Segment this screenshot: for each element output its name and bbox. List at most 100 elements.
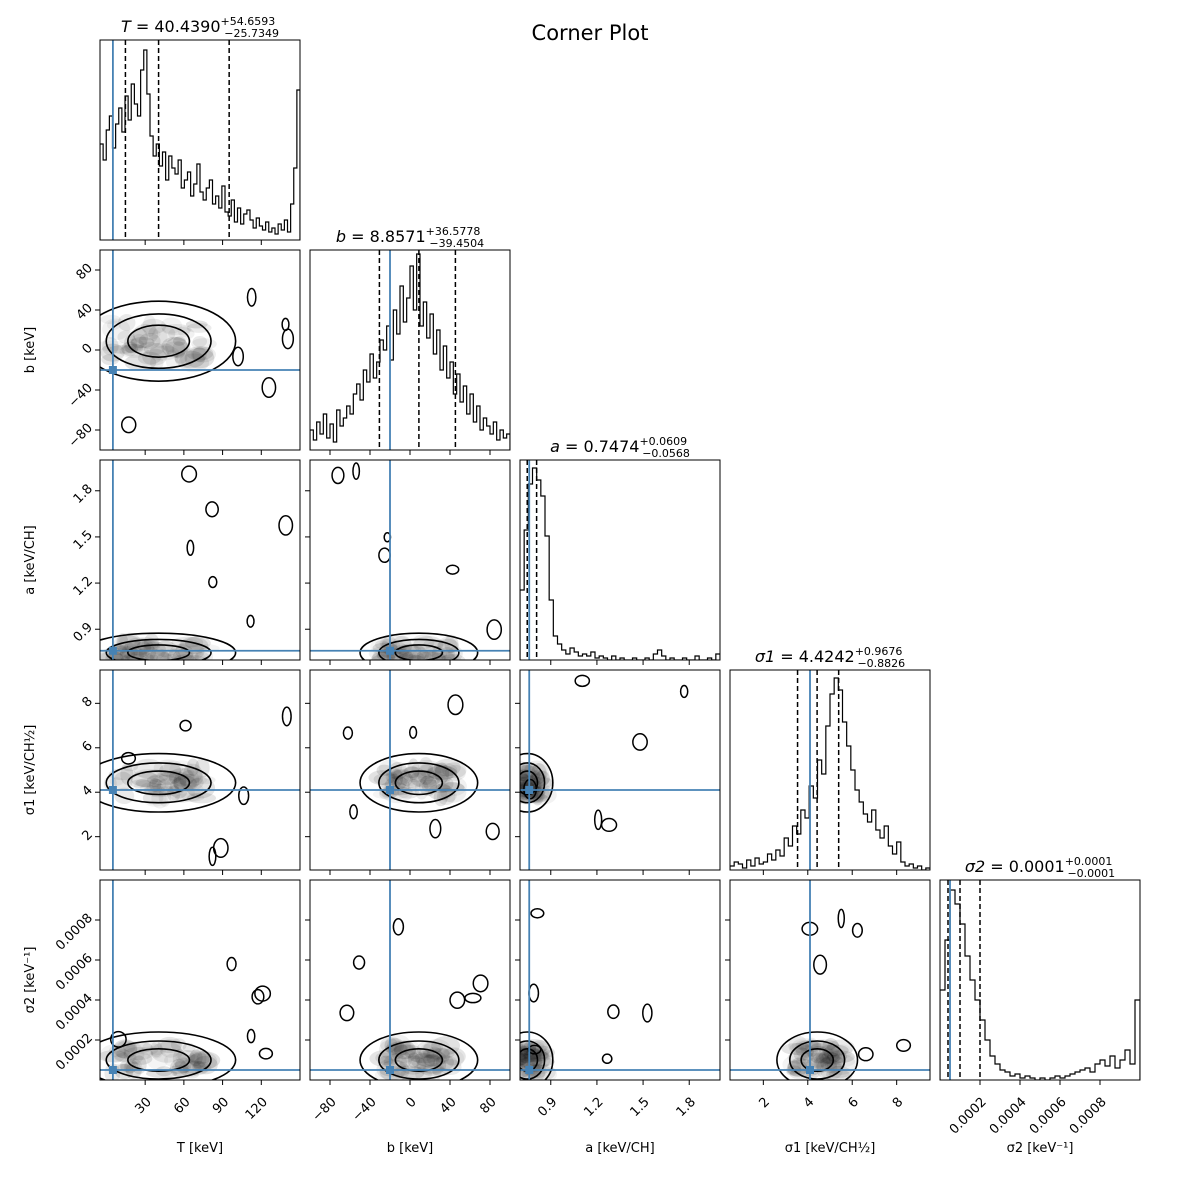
density-blob (442, 762, 467, 779)
density-blob (156, 770, 188, 781)
histogram-a (520, 467, 720, 660)
contour-island (392, 917, 405, 936)
contour-level-1 (520, 1040, 546, 1080)
panel-4-1: −80 −40 0 40 80 b [keV] (305, 879, 511, 1156)
density-blob (408, 1050, 424, 1066)
density-blob (520, 1058, 524, 1066)
panel-title-a: a = 0.7474+0.0609 −0.0568 (550, 435, 690, 460)
contour-level-1 (378, 762, 460, 804)
panel-title-σ1: σ1 = 4.4242+0.9676 −0.8826 (755, 645, 905, 670)
contour-island (246, 614, 255, 628)
density-blob (791, 1038, 820, 1055)
x-tick-label: −40 (350, 1095, 380, 1125)
panel-content (100, 880, 300, 1080)
panel-frame (519, 459, 721, 661)
contour-island (331, 466, 345, 485)
panel-frame (729, 669, 931, 871)
density-blob (401, 650, 422, 660)
density-blob (174, 351, 188, 364)
density-blob (436, 787, 456, 805)
y-axis-label-σ2: σ2 [keV⁻¹] (23, 947, 38, 1014)
density-blob (125, 651, 155, 660)
contour-level-2 (520, 752, 554, 813)
density-blob (520, 1045, 542, 1066)
panel-content (100, 250, 300, 450)
contour-island (205, 501, 219, 518)
density-blob (385, 771, 398, 783)
contour-island (179, 719, 192, 732)
contour-island (246, 287, 257, 307)
density-blob (123, 334, 137, 354)
density-blob (821, 1047, 835, 1066)
density-blob (416, 650, 432, 660)
contour-island (258, 1047, 274, 1060)
contour-island (254, 985, 272, 1002)
density-blob (378, 1039, 407, 1060)
density-blob (520, 763, 536, 782)
contour-level-2 (359, 632, 479, 660)
density-blob (398, 644, 429, 660)
density-blob (169, 760, 195, 780)
contour-island (574, 674, 591, 688)
density-blob (131, 327, 161, 341)
contour-level-0 (800, 1048, 835, 1073)
density-blob (189, 1051, 221, 1070)
density-blob (407, 1052, 421, 1069)
contour-island (352, 462, 361, 481)
x-axis-label-T: T [keV] (176, 1141, 223, 1156)
density-blob (374, 1068, 401, 1080)
density-blob (120, 763, 134, 785)
density-blob (160, 317, 183, 334)
contour-island (593, 809, 603, 831)
contour-island (813, 954, 828, 975)
density-blob (163, 1053, 189, 1068)
density-blob (407, 650, 434, 660)
density-blob (111, 653, 129, 660)
density-blob (813, 1052, 829, 1074)
density-blob (173, 771, 187, 794)
density-blob (412, 634, 435, 650)
contour-island (527, 1044, 542, 1055)
density-blob (793, 1047, 810, 1061)
contour-level-0 (127, 324, 191, 358)
density-blob (175, 774, 208, 786)
contour-island (232, 346, 245, 367)
panel-frame (519, 879, 721, 1081)
contour-level-2 (100, 752, 237, 813)
truth-marker (108, 1066, 117, 1074)
density-blob (113, 771, 133, 791)
contour-level-1 (105, 762, 212, 804)
density-blob (394, 1040, 417, 1060)
contour-island (208, 846, 217, 867)
histogram-b (310, 253, 510, 450)
density-blob (130, 771, 159, 787)
contour-island (342, 726, 354, 740)
contour-island (378, 547, 391, 564)
panel-content (520, 670, 720, 870)
panel-frame (309, 459, 511, 661)
histogram-σ1 (730, 677, 930, 870)
contour-level-1 (520, 762, 546, 804)
y-tick-label: 0.0004 (53, 991, 96, 1034)
x-tick-label: 4 (801, 1095, 817, 1111)
y-axis-label-σ1: σ1 [keV/CH½] (23, 725, 38, 816)
density-blob (520, 781, 523, 788)
density-blob (413, 769, 446, 781)
y-tick-label: 6 (79, 739, 95, 755)
panel-2-1 (305, 459, 511, 665)
y-tick-label: 0.0006 (53, 951, 96, 994)
x-axis-label-a: a [keV/CH] (585, 1141, 654, 1156)
density-blob (192, 347, 207, 363)
contour-island (857, 1047, 874, 1062)
contour-level-0 (127, 644, 191, 660)
contour-island (208, 575, 218, 589)
x-tick-label: 0.0006 (1027, 1095, 1070, 1138)
density-blob (427, 762, 458, 778)
contour-level-2 (100, 632, 237, 660)
density-blob (808, 1043, 834, 1060)
contour-level-0 (520, 770, 539, 796)
density-blob (146, 779, 173, 796)
density-blob (137, 342, 165, 356)
density-blob (520, 1047, 531, 1066)
density-blob (410, 1053, 436, 1070)
